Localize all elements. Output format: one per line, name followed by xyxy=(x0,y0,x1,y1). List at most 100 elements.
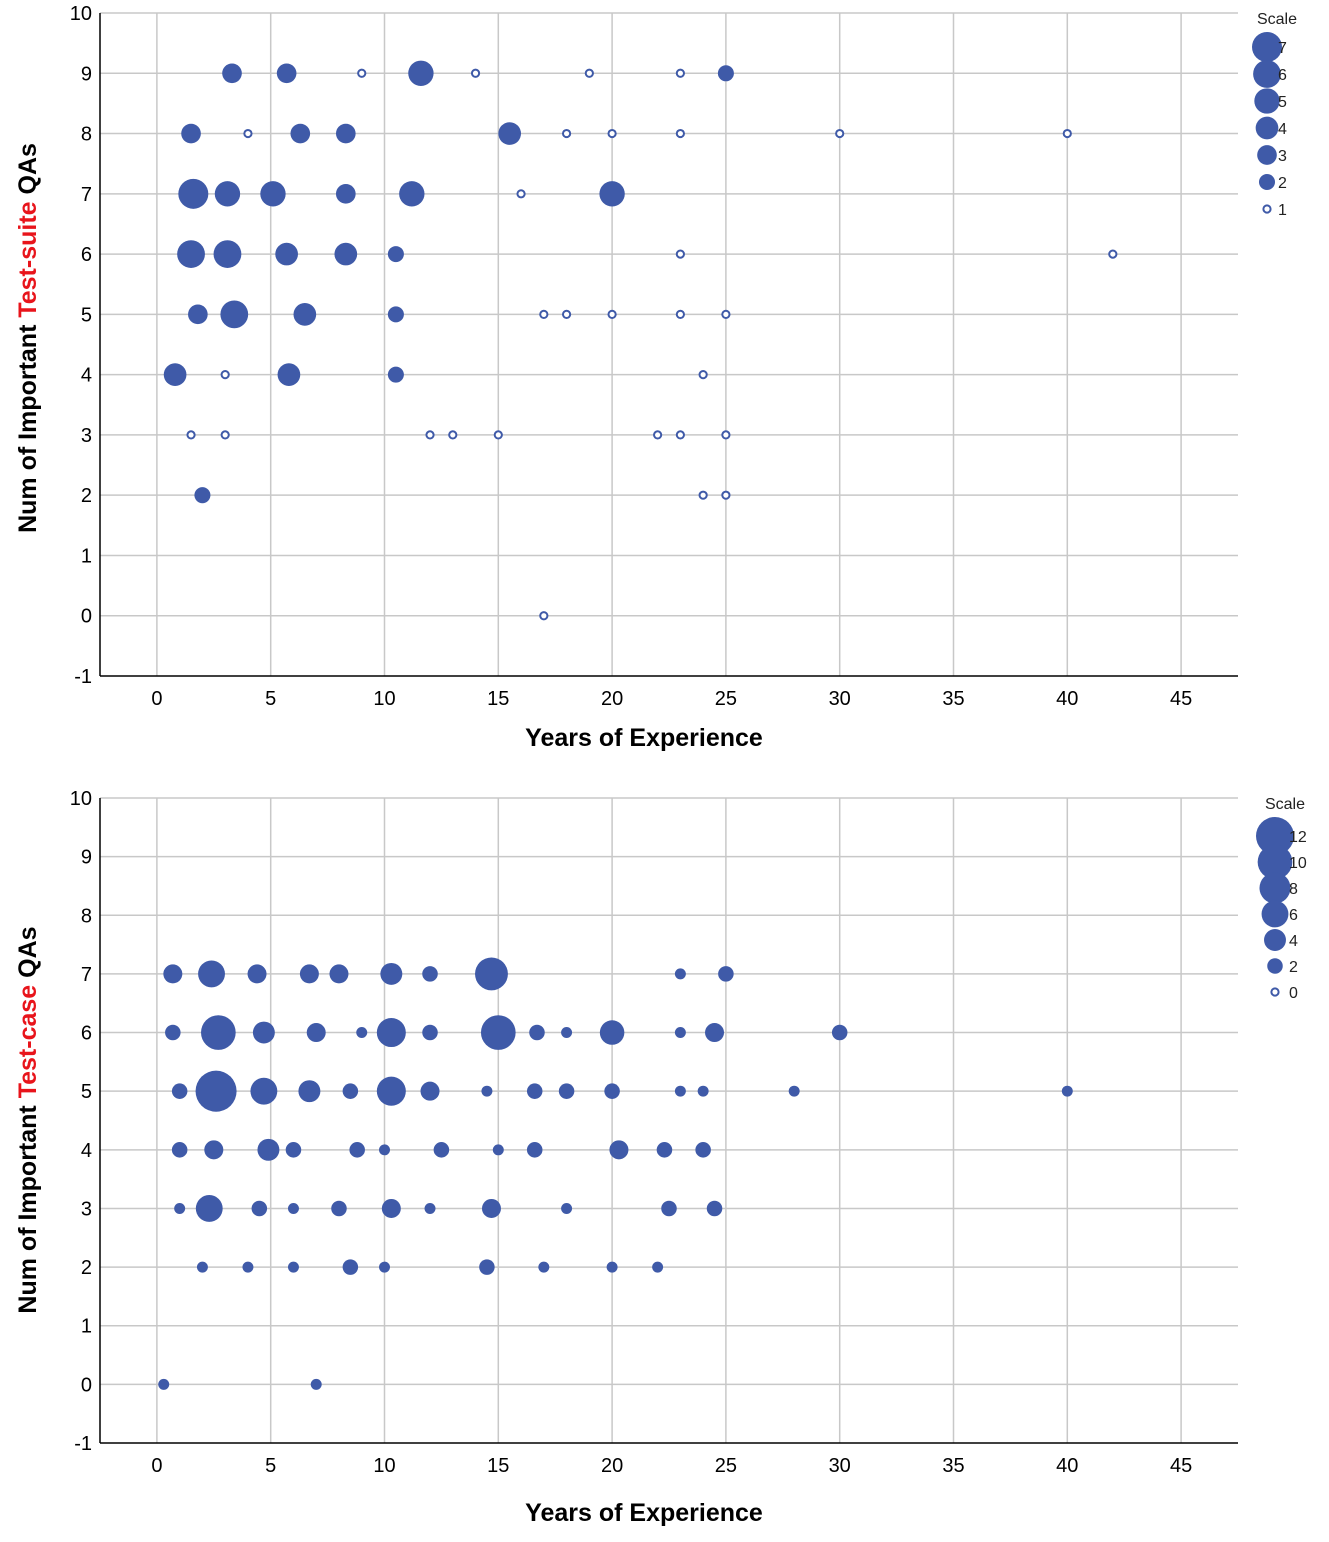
data-point xyxy=(607,128,617,139)
legend-label: 6 xyxy=(1278,67,1287,84)
legend-swatch xyxy=(1259,872,1291,904)
x-tick-label: 45 xyxy=(1170,1455,1192,1477)
data-point xyxy=(310,1378,322,1390)
x-tick-label: 45 xyxy=(1170,688,1192,710)
data-point xyxy=(433,1142,450,1158)
data-point xyxy=(342,1083,359,1099)
data-point xyxy=(379,1144,390,1156)
data-point xyxy=(479,1259,495,1275)
x-tick-label: 40 xyxy=(1056,688,1078,710)
x-tick-label: 5 xyxy=(265,688,276,710)
data-point xyxy=(604,1083,620,1099)
x-tick-label: 20 xyxy=(601,688,623,710)
data-point xyxy=(606,1261,618,1273)
x-tick-label: 25 xyxy=(715,688,737,710)
data-point xyxy=(584,68,594,78)
data-point xyxy=(480,1015,516,1050)
x-tick-label: 40 xyxy=(1056,1455,1078,1477)
data-point xyxy=(293,303,317,326)
data-point xyxy=(718,966,734,982)
data-point xyxy=(448,430,458,440)
data-point xyxy=(195,1195,223,1222)
data-point xyxy=(181,123,201,144)
data-point xyxy=(342,1259,359,1275)
data-point xyxy=(287,1261,299,1273)
data-point xyxy=(408,60,434,86)
data-point xyxy=(788,1085,800,1097)
y-axis-title: Num of Important Test-case QAs xyxy=(14,926,42,1313)
data-point xyxy=(242,1261,254,1273)
data-point xyxy=(213,240,242,268)
data-point xyxy=(329,964,349,984)
x-tick-label: 25 xyxy=(715,1455,737,1477)
data-point xyxy=(247,964,267,984)
data-point xyxy=(721,430,731,440)
data-point xyxy=(539,309,549,319)
legend-label: 12 xyxy=(1289,829,1307,846)
data-point xyxy=(652,1261,664,1273)
data-point xyxy=(599,181,625,207)
data-point xyxy=(538,1261,550,1273)
y-tick-label: 1 xyxy=(81,1316,92,1338)
data-point xyxy=(174,1202,186,1214)
y-tick-label: 9 xyxy=(81,847,92,869)
y-axis-title-highlight: Test-suite xyxy=(14,201,42,317)
size-legend: Scale 12 10 8 6 4 2 0 xyxy=(1256,796,1307,1002)
data-point xyxy=(558,1083,575,1099)
data-point xyxy=(835,128,845,139)
y-axis-title-part: Num of Important xyxy=(14,318,42,533)
legend-label: 2 xyxy=(1289,959,1298,976)
data-point xyxy=(706,1200,723,1217)
data-point xyxy=(705,1023,725,1043)
data-point xyxy=(275,242,298,266)
x-tick-label: 10 xyxy=(373,688,395,710)
y-tick-label: 6 xyxy=(81,1023,92,1045)
y-tick-label: 4 xyxy=(81,1140,92,1162)
legend-swatch xyxy=(1262,204,1272,214)
x-axis-title: Years of Experience xyxy=(525,724,763,752)
data-point xyxy=(717,65,734,82)
legend-label: 5 xyxy=(1278,94,1287,111)
data-point xyxy=(656,1142,673,1158)
data-point xyxy=(195,1070,237,1112)
data-point xyxy=(420,1081,440,1101)
data-point xyxy=(561,1202,573,1214)
y-axis-title-part: Num of Important xyxy=(14,1098,42,1313)
data-point xyxy=(220,430,230,440)
data-point xyxy=(561,1027,573,1039)
data-point xyxy=(287,1202,299,1214)
data-point xyxy=(721,309,731,319)
legend-label: 3 xyxy=(1278,148,1287,165)
data-point xyxy=(387,246,404,263)
data-point xyxy=(177,240,205,268)
data-point xyxy=(399,181,425,207)
y-tick-label: 8 xyxy=(81,124,92,146)
legend-swatch xyxy=(1254,88,1280,114)
data-point xyxy=(675,249,685,259)
data-point xyxy=(276,63,297,84)
data-point xyxy=(356,1027,368,1039)
legend-label: 7 xyxy=(1278,40,1287,57)
data-point xyxy=(516,189,526,199)
legend-swatch xyxy=(1270,987,1280,997)
legend-swatch xyxy=(1253,60,1281,88)
data-point xyxy=(171,1083,188,1099)
legend-swatch xyxy=(1257,145,1277,165)
x-tick-label: 35 xyxy=(942,1455,964,1477)
legend-label: 4 xyxy=(1278,121,1287,138)
data-point xyxy=(695,1142,711,1158)
data-point xyxy=(1061,1085,1073,1097)
x-tick-label: 15 xyxy=(487,688,509,710)
data-point xyxy=(422,1024,438,1041)
legend-label: 10 xyxy=(1289,855,1307,872)
data-point xyxy=(387,306,404,323)
y-tick-label: 1 xyxy=(81,545,92,567)
data-point xyxy=(1108,249,1118,259)
data-point xyxy=(661,1200,677,1217)
y-axis-title-part: QAs xyxy=(14,926,42,984)
x-tick-label: 0 xyxy=(151,1455,162,1477)
data-point xyxy=(698,490,708,500)
